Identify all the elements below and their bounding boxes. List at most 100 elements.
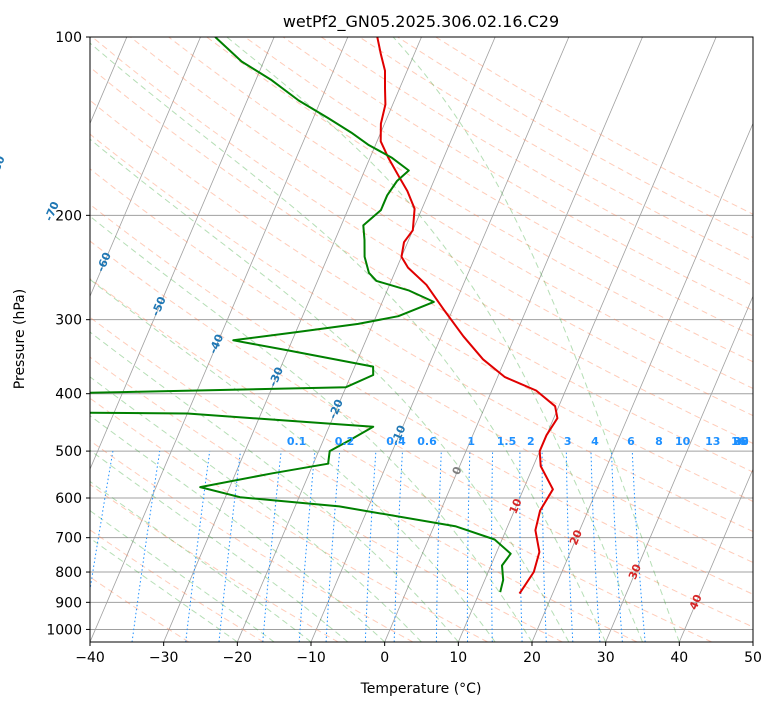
y-tick-label: 800	[55, 565, 82, 581]
isotherm-label: 30	[626, 562, 644, 581]
x-axis: −40 −30 −20 −10 0 10 20 30 40 50	[75, 642, 762, 666]
y-tick-label: 600	[55, 491, 82, 507]
mixing-ratio-label: 0.6	[417, 435, 437, 448]
moist-adiabat-line	[226, 37, 643, 642]
mixing-ratio-line	[298, 451, 316, 642]
dry-adiabat-line	[90, 316, 638, 642]
moist-adiabat-line	[90, 510, 275, 642]
x-tick-label: 30	[597, 650, 615, 666]
isotherm-line	[90, 37, 201, 298]
mixing-ratio-label: 16	[731, 435, 747, 448]
x-tick-label: −40	[75, 650, 105, 666]
isotherm-line	[752, 640, 753, 642]
moist-adiabat-line	[90, 480, 312, 642]
dry-adiabat-line	[130, 37, 753, 417]
dry-adiabat-line	[244, 37, 753, 337]
mixing-ratio-label: 3	[564, 435, 572, 448]
mixing-ratio-label: 25	[733, 435, 748, 448]
isotherm-line	[605, 295, 753, 642]
dry-adiabat-line	[282, 37, 753, 312]
isotherm-line	[90, 37, 275, 471]
mixing-ratio-line	[185, 451, 211, 642]
isotherm-line	[90, 37, 349, 642]
x-tick-label: 40	[670, 650, 688, 666]
mixing-ratio-label: 0.1	[287, 435, 307, 448]
moist-adiabat-line	[90, 278, 496, 642]
y-tick-label: 100	[55, 30, 82, 46]
dry-adiabat-line	[90, 240, 753, 628]
mixing-ratio-line	[218, 451, 241, 642]
isotherm-label: -80	[0, 154, 8, 178]
y-axis: 100 200 300 400 500 600 700 800 900 1000	[46, 30, 90, 638]
moist-adiabat-line	[90, 331, 459, 642]
x-tick-label: −20	[223, 650, 253, 666]
dry-adiabat-line	[91, 37, 753, 445]
mixing-ratio-label: 4	[591, 435, 599, 448]
mixing-ratio-label: 6	[627, 435, 635, 448]
dry-adiabat-line	[168, 37, 753, 389]
moist-adiabat-line	[90, 215, 533, 642]
moist-adiabat-line	[90, 537, 238, 642]
chart-title: wetPf2_GN05.2025.306.02.16.C29	[283, 12, 559, 32]
x-tick-label: 50	[744, 650, 762, 666]
mixing-ratio-label: 1	[467, 435, 475, 448]
dry-adiabat-line	[90, 278, 712, 642]
y-tick-label: 1000	[46, 622, 82, 638]
profile-lines	[90, 37, 559, 595]
moist-adiabat-line	[392, 37, 680, 642]
isotherm-label: 20	[567, 528, 585, 547]
moist-adiabat-line	[90, 138, 570, 642]
x-tick-label: 20	[523, 650, 541, 666]
isotherm-line	[384, 37, 643, 642]
dry-adiabat-line	[90, 168, 753, 563]
isotherm-label: 40	[687, 592, 705, 611]
dry-adiabat-line	[90, 356, 563, 642]
isotherm-line	[678, 468, 753, 642]
y-tick-label: 500	[55, 444, 82, 460]
isotherm-line	[310, 37, 570, 642]
y-tick-label: 200	[55, 208, 82, 224]
x-axis-label: Temperature (°C)	[360, 681, 482, 697]
dry-adiabat-line	[90, 203, 753, 595]
mixing-ratio-line	[131, 451, 161, 642]
plot-frame	[89, 36, 754, 643]
dry-adiabat-line	[90, 133, 753, 533]
isotherm-line	[163, 37, 422, 642]
isotherm-line	[457, 37, 717, 642]
plot-background	[90, 37, 753, 642]
mixing-ratio-label: 30	[733, 435, 749, 448]
plot-area: -100-90-80-70-60-50-40-30-20-10010203040…	[0, 36, 754, 643]
dry-adiabat-line	[90, 529, 264, 642]
mixing-ratio-label: 36	[733, 435, 749, 448]
mixing-ratio-label: 2	[527, 435, 535, 448]
x-tick-label: 0	[380, 650, 389, 666]
dry-adiabat-line	[90, 483, 339, 642]
y-tick-label: 300	[55, 313, 82, 329]
mixing-ratio-label: 20	[733, 435, 749, 448]
mixing-ratio-label: 10	[675, 435, 691, 448]
y-tick-label: 700	[55, 531, 82, 547]
mixing-ratio-label: 1.5	[497, 435, 517, 448]
mixing-ratio-line	[90, 451, 114, 593]
y-tick-label: 400	[55, 387, 82, 403]
isotherm-line	[531, 122, 753, 642]
dry-adiabat-line	[90, 99, 753, 502]
x-tick-label: 10	[449, 650, 467, 666]
isotherm-line	[236, 37, 496, 642]
x-tick-label: −10	[296, 650, 326, 666]
moist-adiabat-line	[90, 42, 607, 642]
temperature-line	[376, 37, 559, 595]
y-tick-label: 900	[55, 595, 82, 611]
mixing-ratio-line	[631, 451, 646, 642]
mixing-ratio-label: 8	[655, 435, 663, 448]
mixing-ratio-label: 0.4	[386, 435, 406, 448]
x-tick-label: −30	[149, 650, 179, 666]
mixing-ratio-line	[262, 451, 282, 642]
y-axis-label: Pressure (hPa)	[12, 289, 28, 389]
background-lines	[90, 37, 753, 642]
mixing-ratio-label: 0.2	[335, 435, 355, 448]
isotherm-label: 10	[507, 496, 525, 515]
mixing-ratio-label: 13	[705, 435, 720, 448]
moist-adiabat-line	[90, 415, 386, 642]
